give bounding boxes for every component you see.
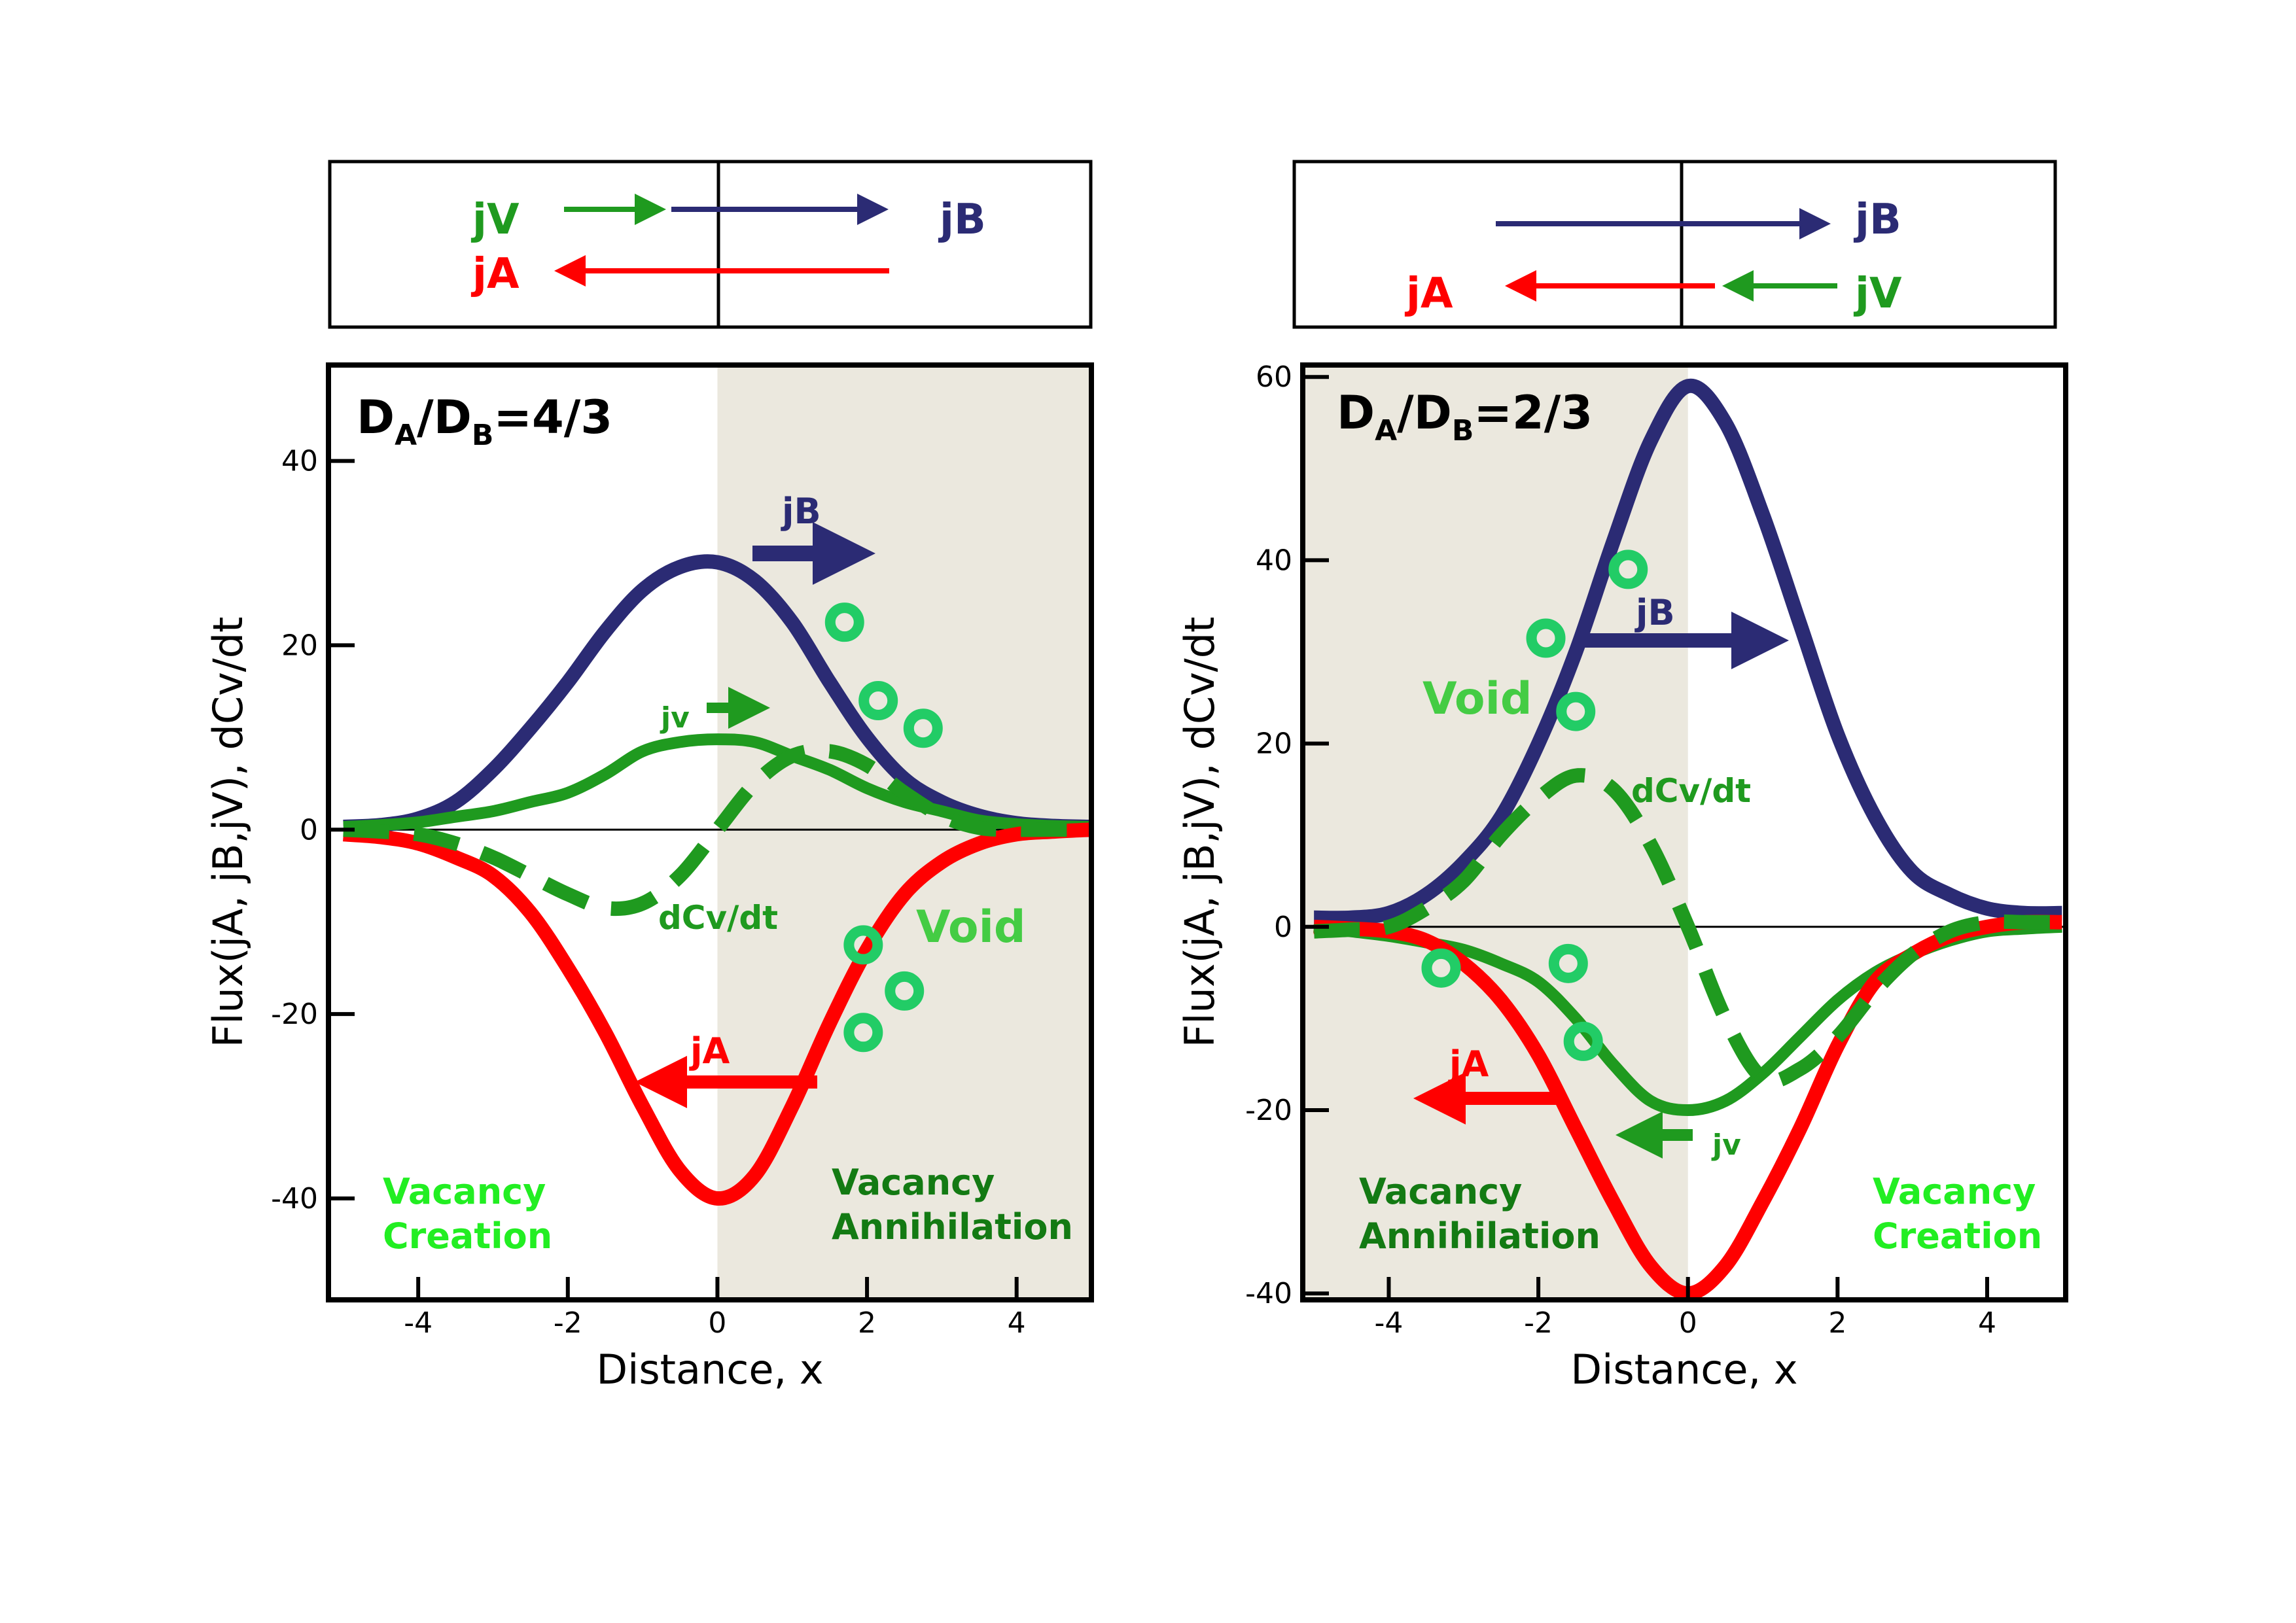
ja-annotation: jA [1448,1043,1489,1085]
jb-label: jB [938,196,986,244]
x-tick-label: 2 [1828,1306,1846,1340]
x-tick-label: -2 [554,1306,582,1340]
y-tick-label: -40 [271,1182,318,1215]
y-tick-label: 0 [300,813,318,846]
void-marker [858,680,898,720]
void-marker [1548,943,1588,983]
void-marker [1556,691,1596,731]
region-label-annihilation: Vacancy Annihilation [832,1162,1073,1248]
ja-label: jA [470,250,520,298]
x-tick-label: -4 [404,1306,433,1340]
void-marker [843,925,883,965]
void-marker [903,708,943,748]
y-tick-label: 0 [1274,911,1292,944]
x-tick-label: 0 [708,1306,726,1340]
x-tick-label: 4 [1978,1306,1996,1340]
series-line-jb [1314,378,2062,926]
right-schematic: jB jA jV [1292,160,2057,329]
y-axis-label: Flux(jA, jB,jV), dCv/dt [1176,617,1224,1048]
region-label-annihilation: Vacancy Annihilation [1359,1171,1600,1257]
y-tick-label: 40 [281,445,318,478]
y-tick-label: -40 [1245,1277,1292,1310]
jv-annotation: jv [660,701,690,735]
right-plot-labels: DA/DB=2/3 Distance, x Flux(jA, jB,jV), d… [1176,386,2042,1393]
void-marker [1563,1021,1603,1061]
void-label: Void [916,901,1026,953]
y-tick-label: 40 [1256,544,1292,577]
void-label: Void [1422,673,1532,725]
series-line-ja [343,822,1092,1206]
y-tick-label: -20 [271,998,318,1031]
jv-label: jV [470,196,520,244]
jv-label: jV [1853,270,1902,318]
void-marker [1526,618,1566,658]
x-tick-label: -2 [1524,1306,1553,1340]
jb-label: jB [1853,196,1901,244]
left-plot-labels: DA/DB=4/3 Distance, x Flux(jA, jB,jV), d… [204,391,1073,1393]
region-label-creation: Vacancy Creation [383,1171,552,1257]
void-marker [1608,550,1648,589]
ratio-title: DA/DB=4/3 [357,391,612,452]
ratio-title: DA/DB=2/3 [1337,386,1593,447]
series-line-dcv-dt [1313,768,2062,1089]
left-schematic: jV jB jA [328,160,1093,329]
jb-annotation: jB [781,491,821,532]
y-tick-label: 20 [281,629,318,662]
region-label-creation: Vacancy Creation [1873,1171,2042,1257]
y-axis-label: Flux(jA, jB,jV), dCv/dt [204,617,252,1048]
ja-label: jA [1404,270,1453,318]
void-marker [843,1013,883,1053]
y-tick-label: 60 [1256,360,1292,394]
x-tick-label: 2 [858,1306,876,1340]
plot-frame [1300,362,2068,1302]
x-axis-label: Distance, x [1570,1346,1797,1393]
x-tick-label: -4 [1375,1306,1404,1340]
ja-annotation: jA [689,1030,730,1072]
y-tick-label: 20 [1256,727,1292,761]
y-tick-label: -20 [1245,1094,1292,1127]
series-line-dcv-dt [343,743,1091,916]
jb-annotation: jB [1634,592,1675,633]
dcv-annotation: dCv/dt [1631,772,1751,810]
series-line-jb [343,554,1092,835]
x-tick-label: 4 [1008,1306,1026,1340]
plot-frame [326,362,1094,1302]
x-tick-label: 0 [1679,1306,1697,1340]
void-marker [1421,948,1461,988]
dcv-annotation: dCv/dt [658,899,778,937]
x-axis-label: Distance, x [596,1346,823,1393]
void-marker [885,971,925,1011]
void-marker [824,602,864,642]
jv-annotation: jv [1711,1128,1741,1162]
